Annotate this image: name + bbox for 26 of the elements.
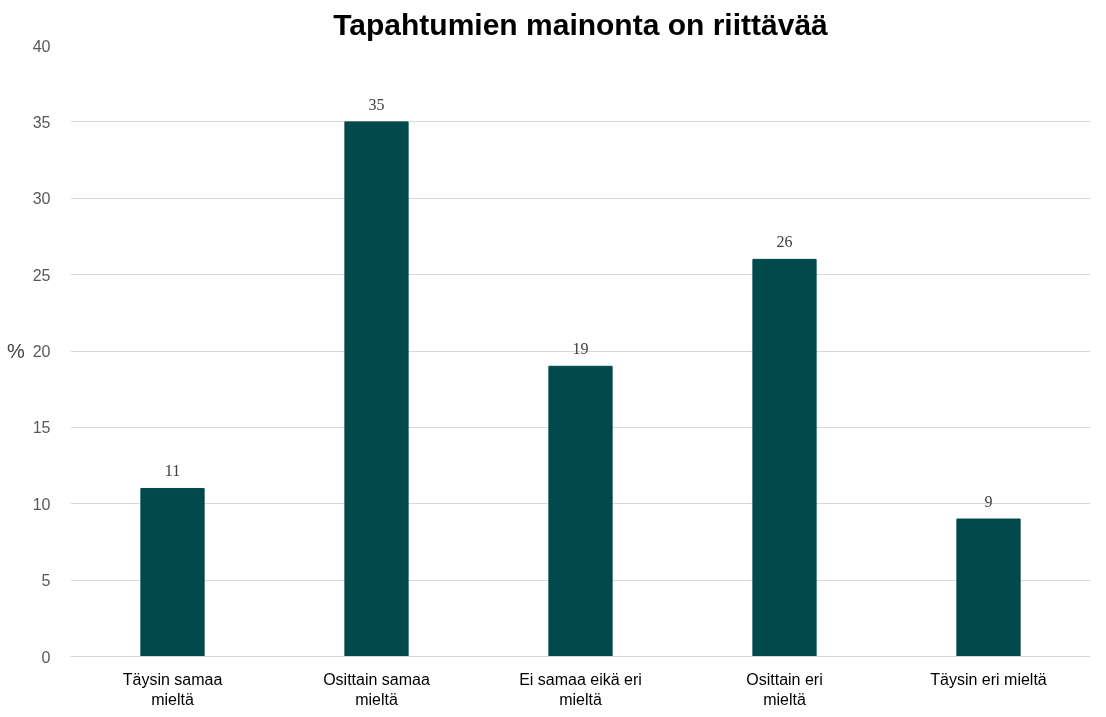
data-label: 9 xyxy=(984,493,993,511)
x-tick-label: Osittain eri mieltä xyxy=(746,670,823,708)
y-tick-label: 10 xyxy=(32,495,51,513)
y-tick-label: 0 xyxy=(41,648,51,666)
y-axis-title: % xyxy=(6,340,25,362)
bar xyxy=(140,487,205,657)
y-tick-label: 30 xyxy=(32,190,51,208)
x-tick-label: Täysin samaa mieltä xyxy=(122,670,223,708)
chart-title: Tapahtumien mainonta on riittävää xyxy=(333,7,829,41)
y-tick-label: 25 xyxy=(32,266,51,284)
y-tick-label: 35 xyxy=(32,113,51,131)
y-tick-label: 20 xyxy=(32,343,51,360)
data-label: 35 xyxy=(368,95,385,113)
bar xyxy=(956,518,1021,657)
x-tick-label: Täysin eri mieltä xyxy=(930,670,1047,688)
y-tick-label: 5 xyxy=(41,572,51,590)
bar xyxy=(344,121,409,657)
y-tick-label: 15 xyxy=(32,419,51,437)
y-tick-label: 40 xyxy=(32,37,51,55)
data-label: 26 xyxy=(776,233,793,251)
bar xyxy=(548,365,613,657)
data-label: 19 xyxy=(572,340,589,358)
x-tick-label: Ei samaa eikä eri mieltä xyxy=(519,670,642,708)
bar xyxy=(752,258,817,657)
x-tick-label: Osittain samaa mieltä xyxy=(323,670,430,708)
data-label: 11 xyxy=(164,462,181,480)
